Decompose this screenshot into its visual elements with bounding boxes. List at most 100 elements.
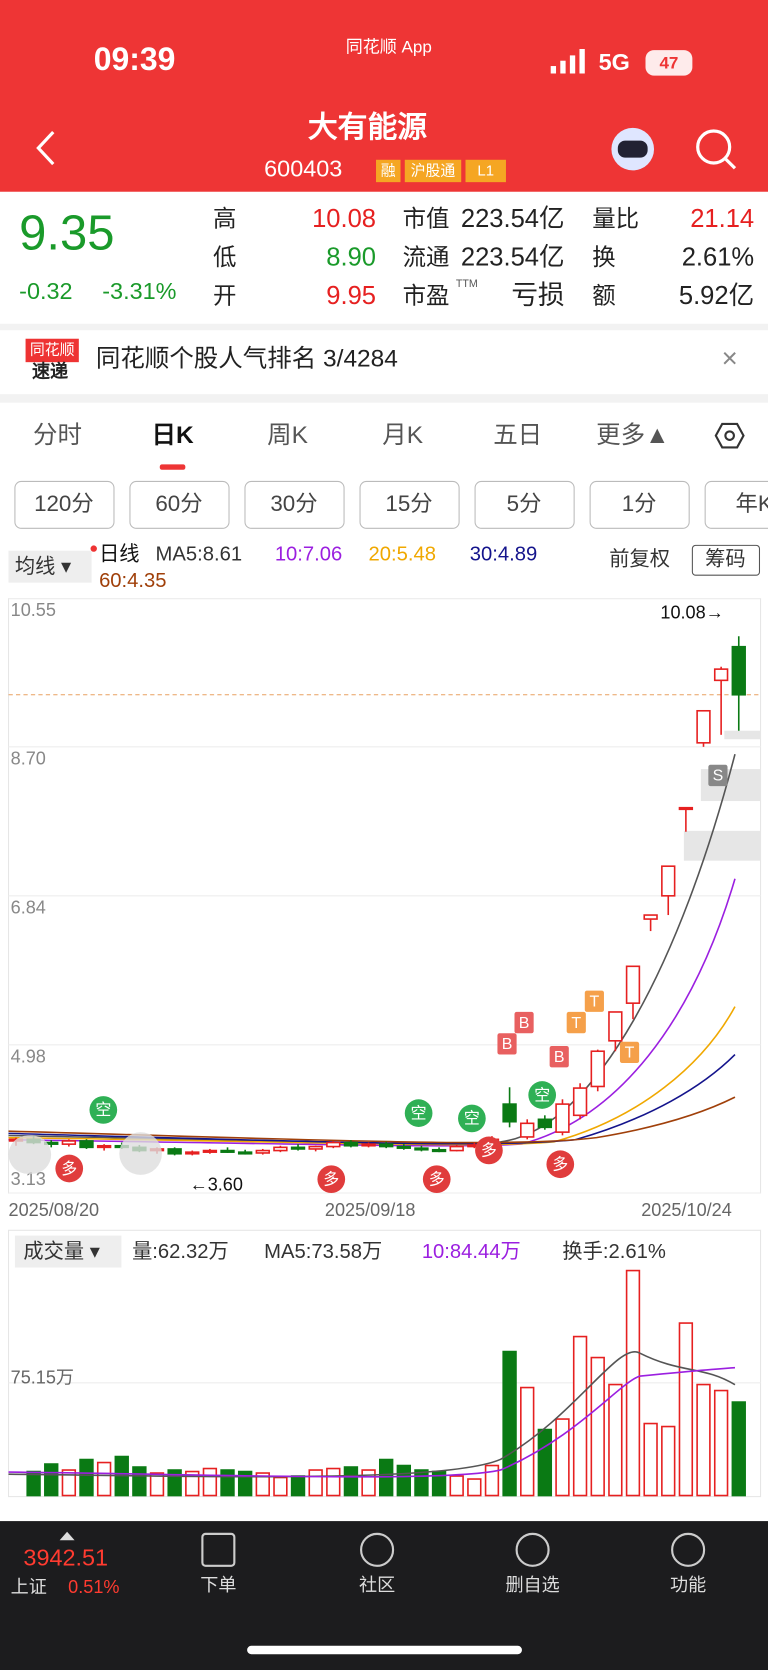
field-value: 9.95 [326,282,376,310]
battery-level: 47 [659,53,678,72]
candle-body [273,1146,288,1152]
chip-zone [724,730,761,740]
nav-label: 下单 [200,1575,236,1595]
signal-label: 多 [552,1156,568,1174]
volume-bar [255,1472,270,1497]
stock-name: 大有能源 [308,111,427,144]
signal-label: T [571,1015,581,1032]
chip-zone [683,830,761,861]
ma-selector[interactable] [8,550,92,583]
signal-label: 空 [534,1086,550,1104]
x-tick-label: 2025/10/24 [641,1200,732,1220]
ma-item: 20:5.48 [369,543,436,565]
bottom-bar [0,1521,768,1670]
expand[interactable] [119,1132,162,1175]
nav-icon[interactable] [360,1532,395,1567]
candle-body [361,1143,376,1147]
change: -0.32 [19,278,72,304]
candle-body [555,1103,570,1133]
y-tick-label: 10.55 [11,600,56,620]
tag-bg [404,159,462,183]
candle-body [520,1122,535,1138]
volume-bar [590,1356,605,1497]
volume-bar [79,1458,94,1497]
tab[interactable]: 周K [267,422,308,449]
signal-label: 多 [323,1170,339,1188]
banner-close[interactable]: × [722,342,738,373]
volume-bar [343,1466,359,1497]
tab[interactable]: 日K [151,422,193,449]
signal-marker [404,1099,433,1127]
home-indicator [247,1645,522,1655]
nav-icon[interactable] [671,1532,706,1567]
field-label: 市盈 [403,282,450,308]
ma-line [8,753,736,1145]
logo-top: 同花顺 [30,341,75,358]
collapse[interactable] [8,1135,52,1174]
volume-bar [713,1389,729,1497]
adjust[interactable]: 前复权 [609,548,670,571]
field-value: 2.61% [682,244,754,272]
volume-bar [678,1322,694,1497]
period-button[interactable] [129,480,230,529]
period-button[interactable] [589,480,690,529]
time: 09:39 [94,41,176,77]
candle-body [255,1149,270,1154]
period-button[interactable] [474,480,575,529]
period-label: 60分 [155,491,202,516]
candle-body [590,1050,605,1088]
vol-item: 换手:2.61% [562,1240,665,1263]
candle-body [308,1145,323,1150]
field-label: 换 [592,244,615,270]
nav-icon[interactable] [515,1532,550,1567]
tab[interactable]: 更多▲ [596,421,669,449]
candle-body [378,1143,394,1148]
candle-body [220,1149,235,1153]
battery [645,50,693,76]
period-label: 1分 [622,491,657,516]
candle-body [431,1148,447,1153]
back[interactable] [36,130,55,166]
vol-ma [8,1366,736,1478]
nav-label: 社区 [359,1575,395,1595]
signal-label: 多 [481,1142,497,1160]
period-button[interactable] [14,480,115,529]
banner-text: 同花顺个股人气排名 3/4284 [96,345,398,373]
volume-bar [361,1469,376,1497]
candle-body [608,1011,623,1042]
ma-line [8,1053,736,1145]
app-label: 同花顺 App [346,37,432,56]
field-value: 10.08 [312,205,376,233]
volume-bar [44,1463,59,1497]
signal-label: B [519,1015,530,1032]
period-button[interactable] [704,480,768,529]
dot [90,545,97,552]
tab[interactable]: 五日 [493,422,542,449]
logo-bottom: 速递 [32,361,68,382]
line-label: 日线 [99,542,139,565]
candle-body [202,1149,218,1153]
search[interactable] [696,129,732,165]
signal-label: B [502,1036,513,1053]
volume-bar [308,1469,323,1497]
volume-bar [149,1472,165,1497]
signal-marker [55,1154,84,1183]
chips-box[interactable] [691,544,761,576]
ma-item: MA5:8.61 [156,543,243,565]
ma-selector-label: 均线 ▾ [15,555,72,578]
vol-selector[interactable] [14,1235,122,1268]
period-button[interactable] [244,480,345,529]
field-label: 额 [592,282,615,308]
tab[interactable]: 月K [382,422,423,449]
chips: 筹码 [705,548,745,571]
nav-icon[interactable] [201,1532,236,1567]
volume-bar [625,1269,641,1497]
candle-body [537,1118,553,1129]
signal-marker [619,1041,640,1064]
candle-body [185,1151,200,1155]
volume-bar [326,1467,341,1497]
candle-body [678,806,694,811]
period-button[interactable] [359,480,460,529]
tab[interactable]: 分时 [33,421,82,449]
settings[interactable] [714,422,745,449]
